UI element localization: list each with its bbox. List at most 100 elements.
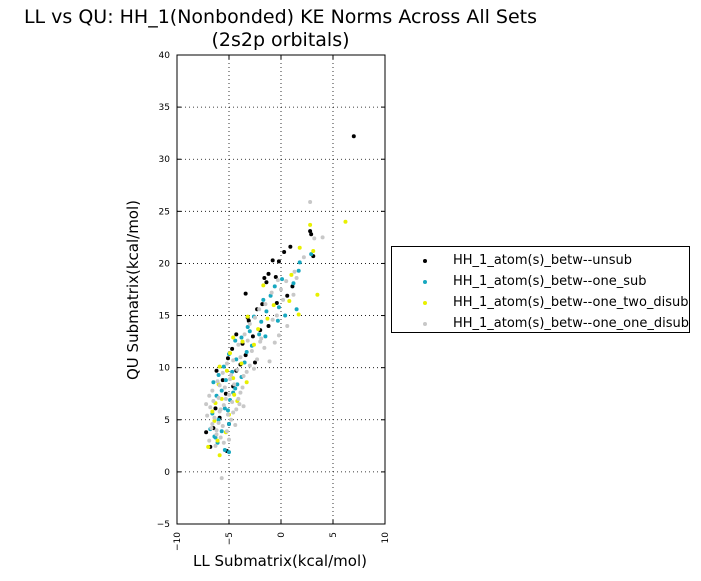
data-point — [210, 388, 215, 393]
data-point — [241, 374, 246, 379]
data-point — [244, 380, 249, 385]
y-tick-label: 20 — [159, 259, 171, 269]
data-point — [217, 364, 222, 369]
data-point — [243, 291, 248, 296]
data-point — [220, 378, 225, 383]
data-point — [275, 318, 280, 323]
data-point — [230, 400, 235, 405]
data-point — [267, 359, 272, 364]
y-tick-label: 40 — [159, 51, 171, 61]
data-point — [227, 450, 231, 455]
data-point — [272, 284, 277, 289]
data-point — [232, 382, 237, 387]
data-point — [282, 249, 287, 254]
data-point — [253, 315, 257, 320]
legend-label: HH_1_atom(s)_betw--unsub — [453, 253, 633, 268]
data-point — [234, 407, 239, 412]
data-point — [257, 332, 262, 337]
data-point — [273, 274, 278, 279]
data-point — [245, 314, 250, 319]
data-point — [227, 437, 231, 442]
data-point — [351, 134, 356, 139]
data-point — [294, 276, 299, 281]
data-point — [279, 287, 283, 292]
data-point — [208, 405, 213, 410]
data-point — [217, 383, 222, 388]
data-point — [308, 199, 313, 204]
data-point — [312, 236, 317, 241]
data-point — [210, 409, 215, 414]
data-point — [250, 334, 255, 339]
data-point — [239, 361, 244, 366]
legend-item: HH_1_atom(s)_betw--one_one_disub — [392, 313, 689, 334]
data-point — [207, 438, 212, 443]
data-point — [206, 444, 211, 449]
data-point — [259, 336, 264, 341]
data-point — [244, 369, 249, 374]
data-point — [297, 245, 302, 250]
data-point — [233, 386, 238, 391]
data-point — [269, 290, 274, 295]
data-point — [301, 255, 306, 260]
data-point — [207, 393, 212, 398]
data-point — [229, 417, 234, 422]
data-point — [216, 372, 221, 377]
legend-marker — [423, 258, 427, 263]
data-point — [308, 222, 313, 227]
y-tick-label: 30 — [159, 155, 171, 165]
data-point — [204, 402, 209, 407]
data-point — [320, 235, 325, 240]
data-point — [223, 378, 228, 383]
data-point — [262, 276, 267, 281]
data-point — [219, 476, 224, 481]
data-point — [229, 372, 234, 377]
data-point — [261, 297, 266, 302]
data-point — [274, 301, 279, 306]
y-axis-label: QU Submatrix(kcal/mol) — [124, 199, 142, 381]
data-point — [251, 366, 256, 371]
data-point — [296, 312, 301, 317]
data-point — [211, 380, 216, 385]
x-axis-label: LL Submatrix(kcal/mol) — [193, 552, 367, 570]
chart-title-line-1: LL vs QU: HH_1(Nonbonded) KE Norms Acros… — [23, 6, 538, 28]
data-point — [216, 395, 221, 400]
data-point — [251, 342, 256, 347]
data-point — [233, 338, 238, 343]
data-point — [216, 417, 221, 422]
data-point — [271, 303, 276, 308]
data-point — [220, 424, 225, 429]
data-point — [223, 396, 228, 401]
data-point — [288, 244, 293, 249]
data-point — [247, 321, 252, 326]
data-point — [241, 404, 246, 409]
data-point — [222, 448, 227, 453]
data-point — [221, 364, 226, 369]
data-point — [225, 412, 230, 417]
y-tick-label: 15 — [159, 312, 170, 322]
chart-title-line-2: (2s2p orbitals) — [211, 29, 350, 51]
data-point — [219, 396, 224, 401]
data-point — [258, 339, 263, 344]
data-point — [236, 396, 241, 401]
data-point — [257, 307, 262, 312]
data-point — [230, 369, 235, 374]
data-point — [249, 348, 254, 353]
data-point — [292, 269, 297, 274]
data-points — [204, 134, 356, 481]
data-point — [281, 297, 286, 302]
data-point — [213, 443, 218, 448]
x-tick-label: −5 — [225, 532, 235, 545]
data-point — [212, 418, 217, 423]
data-point — [255, 357, 260, 362]
data-point — [311, 248, 316, 253]
data-point — [225, 408, 230, 413]
data-point — [270, 317, 275, 322]
data-point — [287, 298, 292, 303]
legend: HH_1_atom(s)_betw--unsub HH_1_atom(s)_be… — [391, 246, 690, 333]
data-point — [245, 325, 250, 330]
data-point — [228, 377, 233, 382]
data-point — [210, 421, 215, 426]
x-tick-label: −10 — [173, 532, 183, 551]
